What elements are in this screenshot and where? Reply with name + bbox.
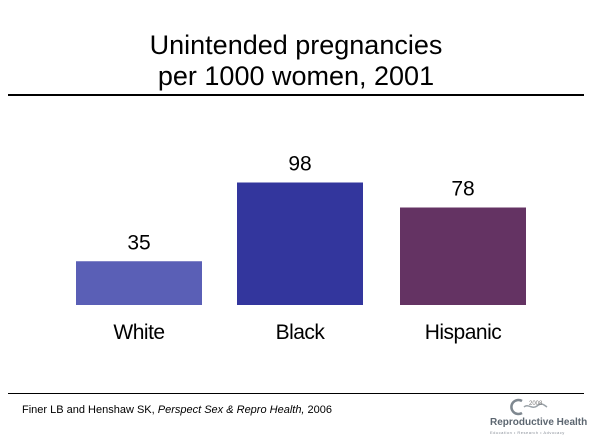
logo-year: 2008 xyxy=(529,401,543,407)
slide-title-line2: per 1000 women, 2001 xyxy=(157,61,435,91)
bar-white xyxy=(76,261,202,305)
footer-rule xyxy=(8,393,584,394)
category-label-white: White xyxy=(113,321,164,344)
bar-hispanic xyxy=(400,207,526,305)
bar-black xyxy=(237,182,363,305)
logo-emblem-icon xyxy=(510,398,548,416)
category-label-hispanic: Hispanic xyxy=(425,321,502,344)
slide-title-line1: Unintended pregnancies xyxy=(149,30,443,60)
value-label-black: 98 xyxy=(288,153,311,176)
citation-authors: Finer LB and Henshaw SK, xyxy=(22,404,158,416)
title-underline xyxy=(8,94,584,96)
category-label-black: Black xyxy=(276,321,326,344)
reproductive-health-logo: 2008 Reproductive Health Education • Res… xyxy=(488,398,592,442)
logo-tagline: Education • Research • Advocacy xyxy=(490,430,565,435)
value-label-white: 35 xyxy=(127,231,150,254)
citation-journal: Perspect Sex & Repro Health, xyxy=(157,404,305,416)
citation: Finer LB and Henshaw SK, Perspect Sex & … xyxy=(22,404,332,416)
citation-year: 2006 xyxy=(304,404,333,416)
value-label-hispanic: 78 xyxy=(451,178,474,201)
logo-name: Reproductive Health xyxy=(490,417,588,428)
